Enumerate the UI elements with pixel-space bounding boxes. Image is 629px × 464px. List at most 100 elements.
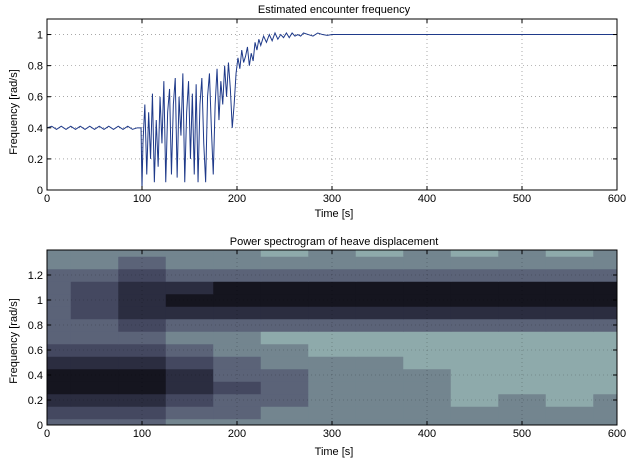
x-tick-label: 200 (228, 428, 246, 440)
heatmap-cell (403, 318, 452, 332)
encounter-frequency-chart: Estimated encounter frequency 0 100 200 300… (8, 4, 626, 220)
heatmap-cell (545, 250, 594, 257)
heatmap-cell (47, 281, 72, 295)
heatmap-cell (213, 318, 262, 332)
heatmap-cell (70, 293, 119, 307)
heatmap-cell (308, 368, 357, 382)
heatmap-cell (308, 281, 357, 295)
heatmap-cell (70, 356, 119, 370)
heatmap-cell (165, 268, 214, 282)
heatmap-cell (70, 250, 119, 257)
x-tick-label: 300 (323, 428, 341, 440)
series-line-frequency (46, 31, 617, 189)
heatmap-cell (355, 331, 404, 345)
heatmap-cell (593, 356, 618, 370)
y-tick-label: 0.4 (28, 123, 43, 135)
heatmap-cell (403, 406, 452, 420)
heatmap-cell (545, 318, 594, 332)
heatmap-cell (118, 281, 167, 295)
heatmap-cell (498, 318, 547, 332)
heatmap-cell (213, 381, 262, 395)
heatmap-cell (165, 368, 214, 382)
x-tick-label: 600 (608, 193, 626, 205)
x-tick-label: 400 (418, 193, 436, 205)
heatmap-cell (118, 256, 167, 270)
x-axis-label: Time [s] (315, 208, 354, 220)
heatmap-cell (260, 306, 309, 320)
heatmap-cell (593, 331, 618, 345)
heatmap-cell (118, 306, 167, 320)
plot-frame (46, 18, 618, 191)
heatmap-cell (593, 406, 618, 420)
heatmap-cell (165, 281, 214, 295)
heatmap-cell (450, 406, 499, 420)
heatmap-cell (118, 381, 167, 395)
heatmap-cell (260, 343, 309, 357)
heatmap-cell (450, 381, 499, 395)
x-tick-label: 0 (44, 428, 50, 440)
chart-title: Estimated encounter frequency (258, 4, 411, 16)
heatmap-cell (118, 406, 167, 420)
axis-ticks: 0 100 200 300 400 500 600 0 0.2 0.4 0.6 0.8 1 (28, 19, 626, 205)
y-tick-label: 0.2 (28, 154, 43, 166)
x-tick-label: 300 (323, 193, 341, 205)
heatmap-cell (260, 293, 309, 307)
heatmap-cell (118, 331, 167, 345)
x-axis-label: Time [s] (315, 446, 354, 458)
heatmap-cell (308, 318, 357, 332)
heatmap-cell (355, 368, 404, 382)
heatmap-cell (213, 306, 262, 320)
heatmap-cell (165, 343, 214, 357)
heatmap-cell (260, 381, 309, 395)
heatmap-cell (118, 343, 167, 357)
heatmap-cell (70, 393, 119, 407)
heatmap-cell (450, 343, 499, 357)
y-axis-label: Frequency [rad/s] (8, 69, 20, 155)
heatmap-cell (593, 268, 618, 282)
y-tick-label: 0.2 (28, 395, 43, 407)
heatmap-cell (118, 293, 167, 307)
y-tick-label: 0.6 (28, 345, 43, 357)
heatmap-cell (47, 318, 72, 332)
heatmap-cell (47, 293, 72, 307)
heatmap-cell (118, 268, 167, 282)
heatmap-cell (545, 406, 594, 420)
heatmap-cell (450, 368, 499, 382)
heatmap-cell (70, 418, 119, 426)
heatmap-cell (450, 318, 499, 332)
heatmap-cells (47, 250, 618, 426)
y-tick-label: 0.8 (28, 61, 43, 73)
heatmap-cell (47, 343, 72, 357)
heatmap-cell (165, 418, 214, 426)
heatmap-cell (260, 418, 309, 426)
heatmap-cell (308, 381, 357, 395)
heatmap-cell (308, 331, 357, 345)
heatmap-cell (498, 281, 547, 295)
y-tick-label: 0.6 (28, 92, 43, 104)
heatmap-cell (450, 256, 499, 270)
heatmap-cell (165, 250, 214, 257)
heatmap-cell (213, 293, 262, 307)
chart-title: Power spectrogram of heave displacement (230, 236, 439, 248)
heatmap-cell (498, 268, 547, 282)
heatmap-cell (593, 393, 618, 407)
heatmap-cell (545, 368, 594, 382)
heatmap-cell (403, 306, 452, 320)
heatmap-cell (47, 356, 72, 370)
heatmap-cell (165, 331, 214, 345)
heatmap-cell (213, 406, 262, 420)
heatmap-cell (545, 256, 594, 270)
heatmap-cell (70, 331, 119, 345)
heatmap-cell (450, 331, 499, 345)
heatmap-cell (355, 268, 404, 282)
heatmap-cell (165, 406, 214, 420)
heatmap-cell (308, 393, 357, 407)
heatmap-cell (47, 393, 72, 407)
heatmap-cell (498, 343, 547, 357)
heatmap-cell (450, 418, 499, 426)
heatmap-cell (593, 343, 618, 357)
heatmap-cell (498, 306, 547, 320)
heatmap-cell (165, 293, 214, 307)
heatmap-cell (545, 356, 594, 370)
heatmap-cell (593, 256, 618, 270)
